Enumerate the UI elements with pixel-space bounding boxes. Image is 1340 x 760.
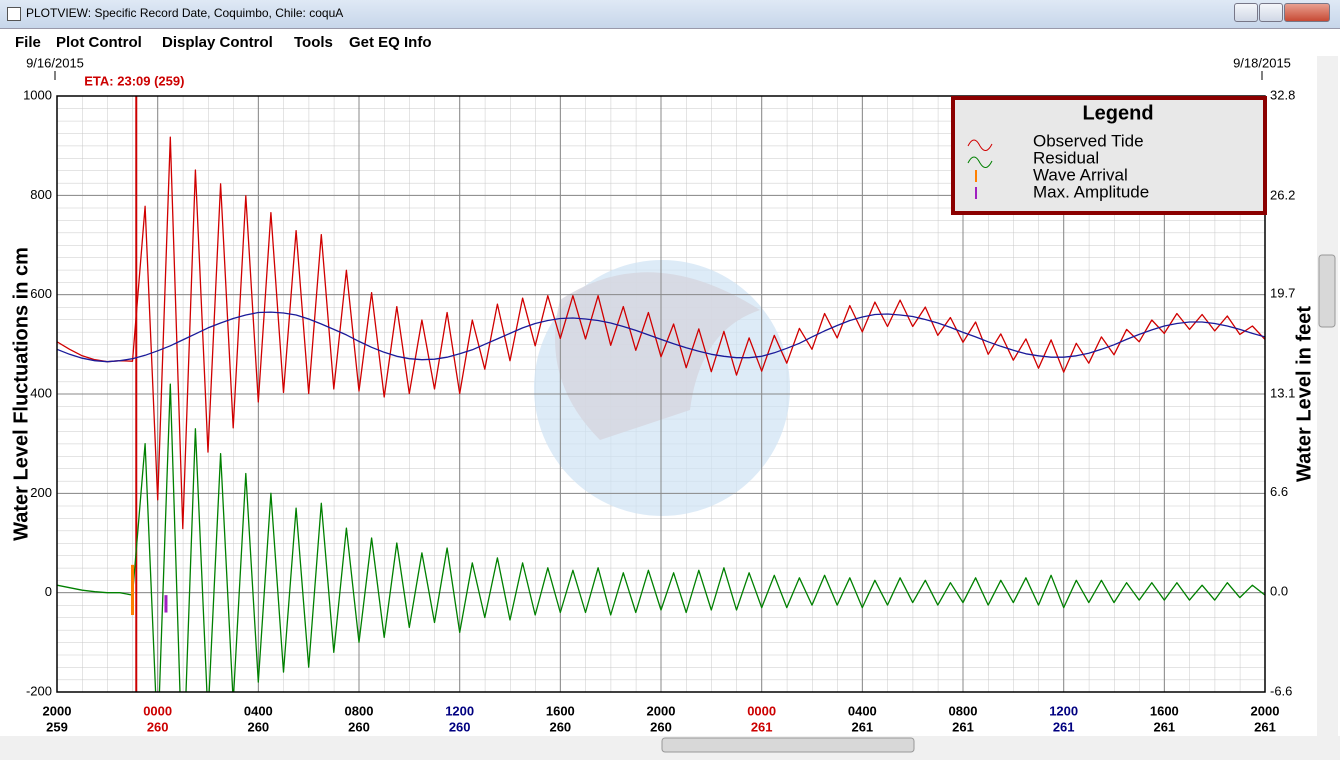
legend-box — [951, 96, 1267, 215]
legend-label: Observed Tide — [1033, 131, 1144, 150]
x-tick-day: 261 — [952, 719, 974, 734]
scroll-thumb[interactable] — [661, 737, 915, 753]
x-tick-day: 260 — [147, 719, 169, 734]
x-tick-label: 1600 — [546, 703, 575, 718]
x-tick-label: 1600 — [1150, 703, 1179, 718]
legend-label: Max. Amplitude — [1033, 182, 1149, 201]
x-tick-label: 2000 — [1251, 703, 1280, 718]
x-tick-day: 260 — [449, 719, 471, 734]
y2-tick-label: 19.7 — [1270, 286, 1295, 301]
x-tick-day: 261 — [1053, 719, 1075, 734]
close-button[interactable] — [1284, 3, 1330, 22]
watermark-bird — [555, 272, 760, 440]
menu-item[interactable]: Display Control — [162, 34, 273, 51]
x-tick-label: 0800 — [345, 703, 374, 718]
x-tick-label: 2000 — [43, 703, 72, 718]
y2-tick-label: 26.2 — [1270, 187, 1295, 202]
series-line — [57, 311, 1265, 363]
series-line — [57, 383, 1265, 692]
legend-swatch — [967, 139, 993, 151]
app-icon — [7, 7, 21, 21]
x-tick-day: 260 — [247, 719, 269, 734]
legend-swatch — [967, 156, 993, 168]
x-tick-day: 261 — [1153, 719, 1175, 734]
x-tick-label: 0400 — [848, 703, 877, 718]
y2-tick-label: 0.0 — [1270, 584, 1288, 599]
menu-bar: File Plot Control Display Control Tools … — [0, 30, 1340, 55]
window-title: PLOTVIEW: Specific Record Date, Coquimbo… — [26, 6, 344, 20]
y-tick-label: 0 — [45, 584, 52, 599]
series-line — [57, 136, 1265, 530]
minimize-button[interactable] — [1234, 3, 1258, 22]
menu-item[interactable]: Get EQ Info — [349, 34, 432, 51]
x-tick-day: 260 — [650, 719, 672, 734]
y-tick-label: 800 — [30, 187, 52, 202]
legend-title: Legend — [1082, 102, 1153, 124]
watermark — [534, 260, 790, 516]
x-tick-label: 1200 — [1049, 703, 1078, 718]
y2-tick-label: 13.1 — [1270, 385, 1295, 400]
y-tick-label: 200 — [30, 485, 52, 500]
x-tick-day: 260 — [348, 719, 370, 734]
eta-label: ETA: 23:09 (259) — [84, 73, 184, 88]
y2-tick-label: -6.6 — [1270, 683, 1292, 698]
x-tick-label: 0400 — [244, 703, 273, 718]
title-bar: PLOTVIEW: Specific Record Date, Coquimbo… — [0, 0, 1340, 29]
menu-item[interactable]: Plot Control — [56, 34, 142, 51]
h-scrollbar[interactable] — [0, 736, 1340, 760]
x-tick-day: 260 — [549, 719, 571, 734]
maximize-button[interactable] — [1259, 3, 1283, 22]
v-scrollbar[interactable] — [1317, 56, 1338, 736]
y2-tick-label: 6.6 — [1270, 484, 1288, 499]
legend-label: Residual — [1033, 148, 1099, 167]
minor-grid — [57, 96, 1265, 692]
x-tick-label: 0000 — [747, 703, 776, 718]
y-tick-label: 1000 — [23, 87, 52, 102]
x-tick-day: 261 — [751, 719, 773, 734]
x-tick-label: 1200 — [445, 703, 474, 718]
menu-item[interactable]: Tools — [294, 34, 333, 51]
menu-item[interactable]: File — [15, 34, 41, 51]
v-scroll-thumb[interactable] — [1318, 254, 1336, 328]
legend-label: Wave Arrival — [1033, 165, 1128, 184]
start-date: 9/16/2015 — [26, 55, 84, 70]
x-tick-day: 259 — [46, 719, 68, 734]
x-tick-label: 2000 — [647, 703, 676, 718]
x-tick-day: 261 — [851, 719, 873, 734]
y2-tick-label: 32.8 — [1270, 87, 1295, 102]
y-axis-title: Water Level Fluctuations in cm — [10, 247, 32, 541]
end-date: 9/18/2015 — [1233, 55, 1291, 70]
y-tick-label: -200 — [26, 683, 52, 698]
y-tick-label: 600 — [30, 286, 52, 301]
x-tick-label: 0000 — [143, 703, 172, 718]
y-tick-label: 400 — [30, 385, 52, 400]
x-tick-label: 0800 — [949, 703, 978, 718]
x-tick-day: 261 — [1254, 719, 1276, 734]
plot-frame — [56, 95, 1266, 693]
y2-axis-title: Water Level in feet — [1293, 306, 1315, 482]
